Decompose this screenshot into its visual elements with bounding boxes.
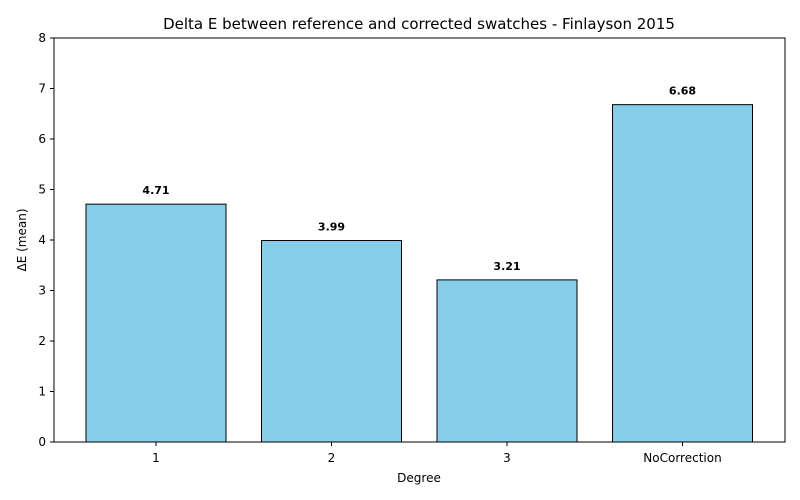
bar-nocorrection <box>612 104 753 443</box>
y-tick-label: 6 <box>38 132 46 146</box>
bar-value-label: 3.99 <box>318 221 345 234</box>
chart-title: Delta E between reference and corrected … <box>163 15 675 33</box>
y-tick-label: 5 <box>38 183 46 197</box>
y-tick-label: 2 <box>38 334 46 348</box>
plot-frame <box>53 37 786 443</box>
x-tick-label: 1 <box>152 451 160 465</box>
bar-2 <box>261 240 402 443</box>
bar-value-label: 6.68 <box>669 85 696 98</box>
x-tick-label: 2 <box>328 451 336 465</box>
y-tick-label: 0 <box>38 435 46 449</box>
y-tick-label: 3 <box>38 284 46 298</box>
plot-area: 0 1 2 3 4 5 6 7 8 4.71 1 3.99 2 3.21 3 6.68 NoCorrection <box>38 31 786 465</box>
bar-3 <box>436 279 578 443</box>
y-axis-label: ΔE (mean) <box>15 209 29 272</box>
y-tick-label: 4 <box>38 233 46 247</box>
bar-value-label: 3.21 <box>493 260 520 273</box>
x-axis-label: Degree <box>397 471 441 485</box>
bar-value-label: 4.71 <box>142 184 169 197</box>
y-tick-label: 7 <box>38 82 46 96</box>
bar-1 <box>85 203 227 443</box>
y-tick-label: 1 <box>38 385 46 399</box>
x-tick-label: NoCorrection <box>643 451 721 465</box>
x-tick-label: 3 <box>503 451 511 465</box>
y-tick-label: 8 <box>38 31 46 45</box>
